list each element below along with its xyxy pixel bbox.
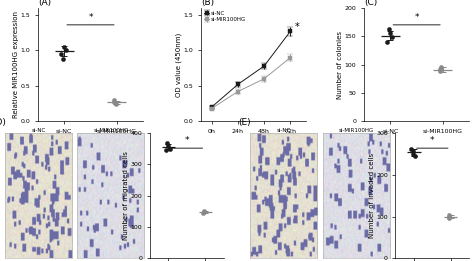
Point (200, 210, 208, 214)
Point (162, 148, 170, 152)
Point (59, 57, 66, 61)
Point (111, 101, 118, 105)
Point (62, 48, 70, 52)
Point (446, 213, 453, 217)
Point (388, 35, 396, 39)
Text: *: * (185, 136, 189, 145)
Point (445, 216, 453, 220)
Text: *: * (294, 22, 299, 32)
Point (164, 140, 171, 145)
Point (437, 65, 445, 69)
Point (164, 144, 172, 148)
Point (110, 98, 118, 102)
Point (200, 211, 207, 215)
Text: (A): (A) (38, 0, 51, 7)
Title: si-NC: si-NC (276, 128, 291, 133)
Point (60, 45, 67, 49)
Point (112, 102, 119, 106)
Point (408, 147, 415, 151)
Text: (C): (C) (364, 0, 377, 7)
Point (386, 31, 393, 35)
Point (411, 154, 419, 158)
Y-axis label: Number of invaded cells: Number of invaded cells (369, 153, 374, 238)
Point (409, 152, 417, 156)
Y-axis label: Number of colonies: Number of colonies (337, 31, 343, 99)
Text: *: * (414, 13, 419, 22)
Point (57, 52, 64, 56)
Title: si-MIR100HG: si-MIR100HG (339, 128, 374, 133)
Title: si-MIR100HG: si-MIR100HG (93, 128, 128, 133)
Text: *: * (430, 136, 435, 145)
Point (385, 27, 392, 32)
Point (200, 209, 207, 213)
Point (166, 147, 173, 151)
Text: (E): (E) (238, 118, 251, 127)
Point (437, 67, 444, 71)
Y-axis label: Relative MIR100HG expression: Relative MIR100HG expression (13, 11, 19, 118)
Legend: si-NC, si-MIR100HG: si-NC, si-MIR100HG (204, 11, 246, 22)
Text: (D): (D) (0, 118, 7, 127)
Point (436, 69, 444, 74)
Point (383, 40, 391, 44)
Point (445, 215, 453, 219)
Title: si-NC: si-NC (31, 128, 46, 133)
Text: *: * (88, 13, 93, 22)
Text: (B): (B) (201, 0, 214, 7)
Y-axis label: OD value (450nm): OD value (450nm) (176, 32, 182, 97)
Point (110, 100, 118, 104)
Point (410, 149, 417, 153)
Y-axis label: Number of migrated cells: Number of migrated cells (123, 151, 129, 240)
